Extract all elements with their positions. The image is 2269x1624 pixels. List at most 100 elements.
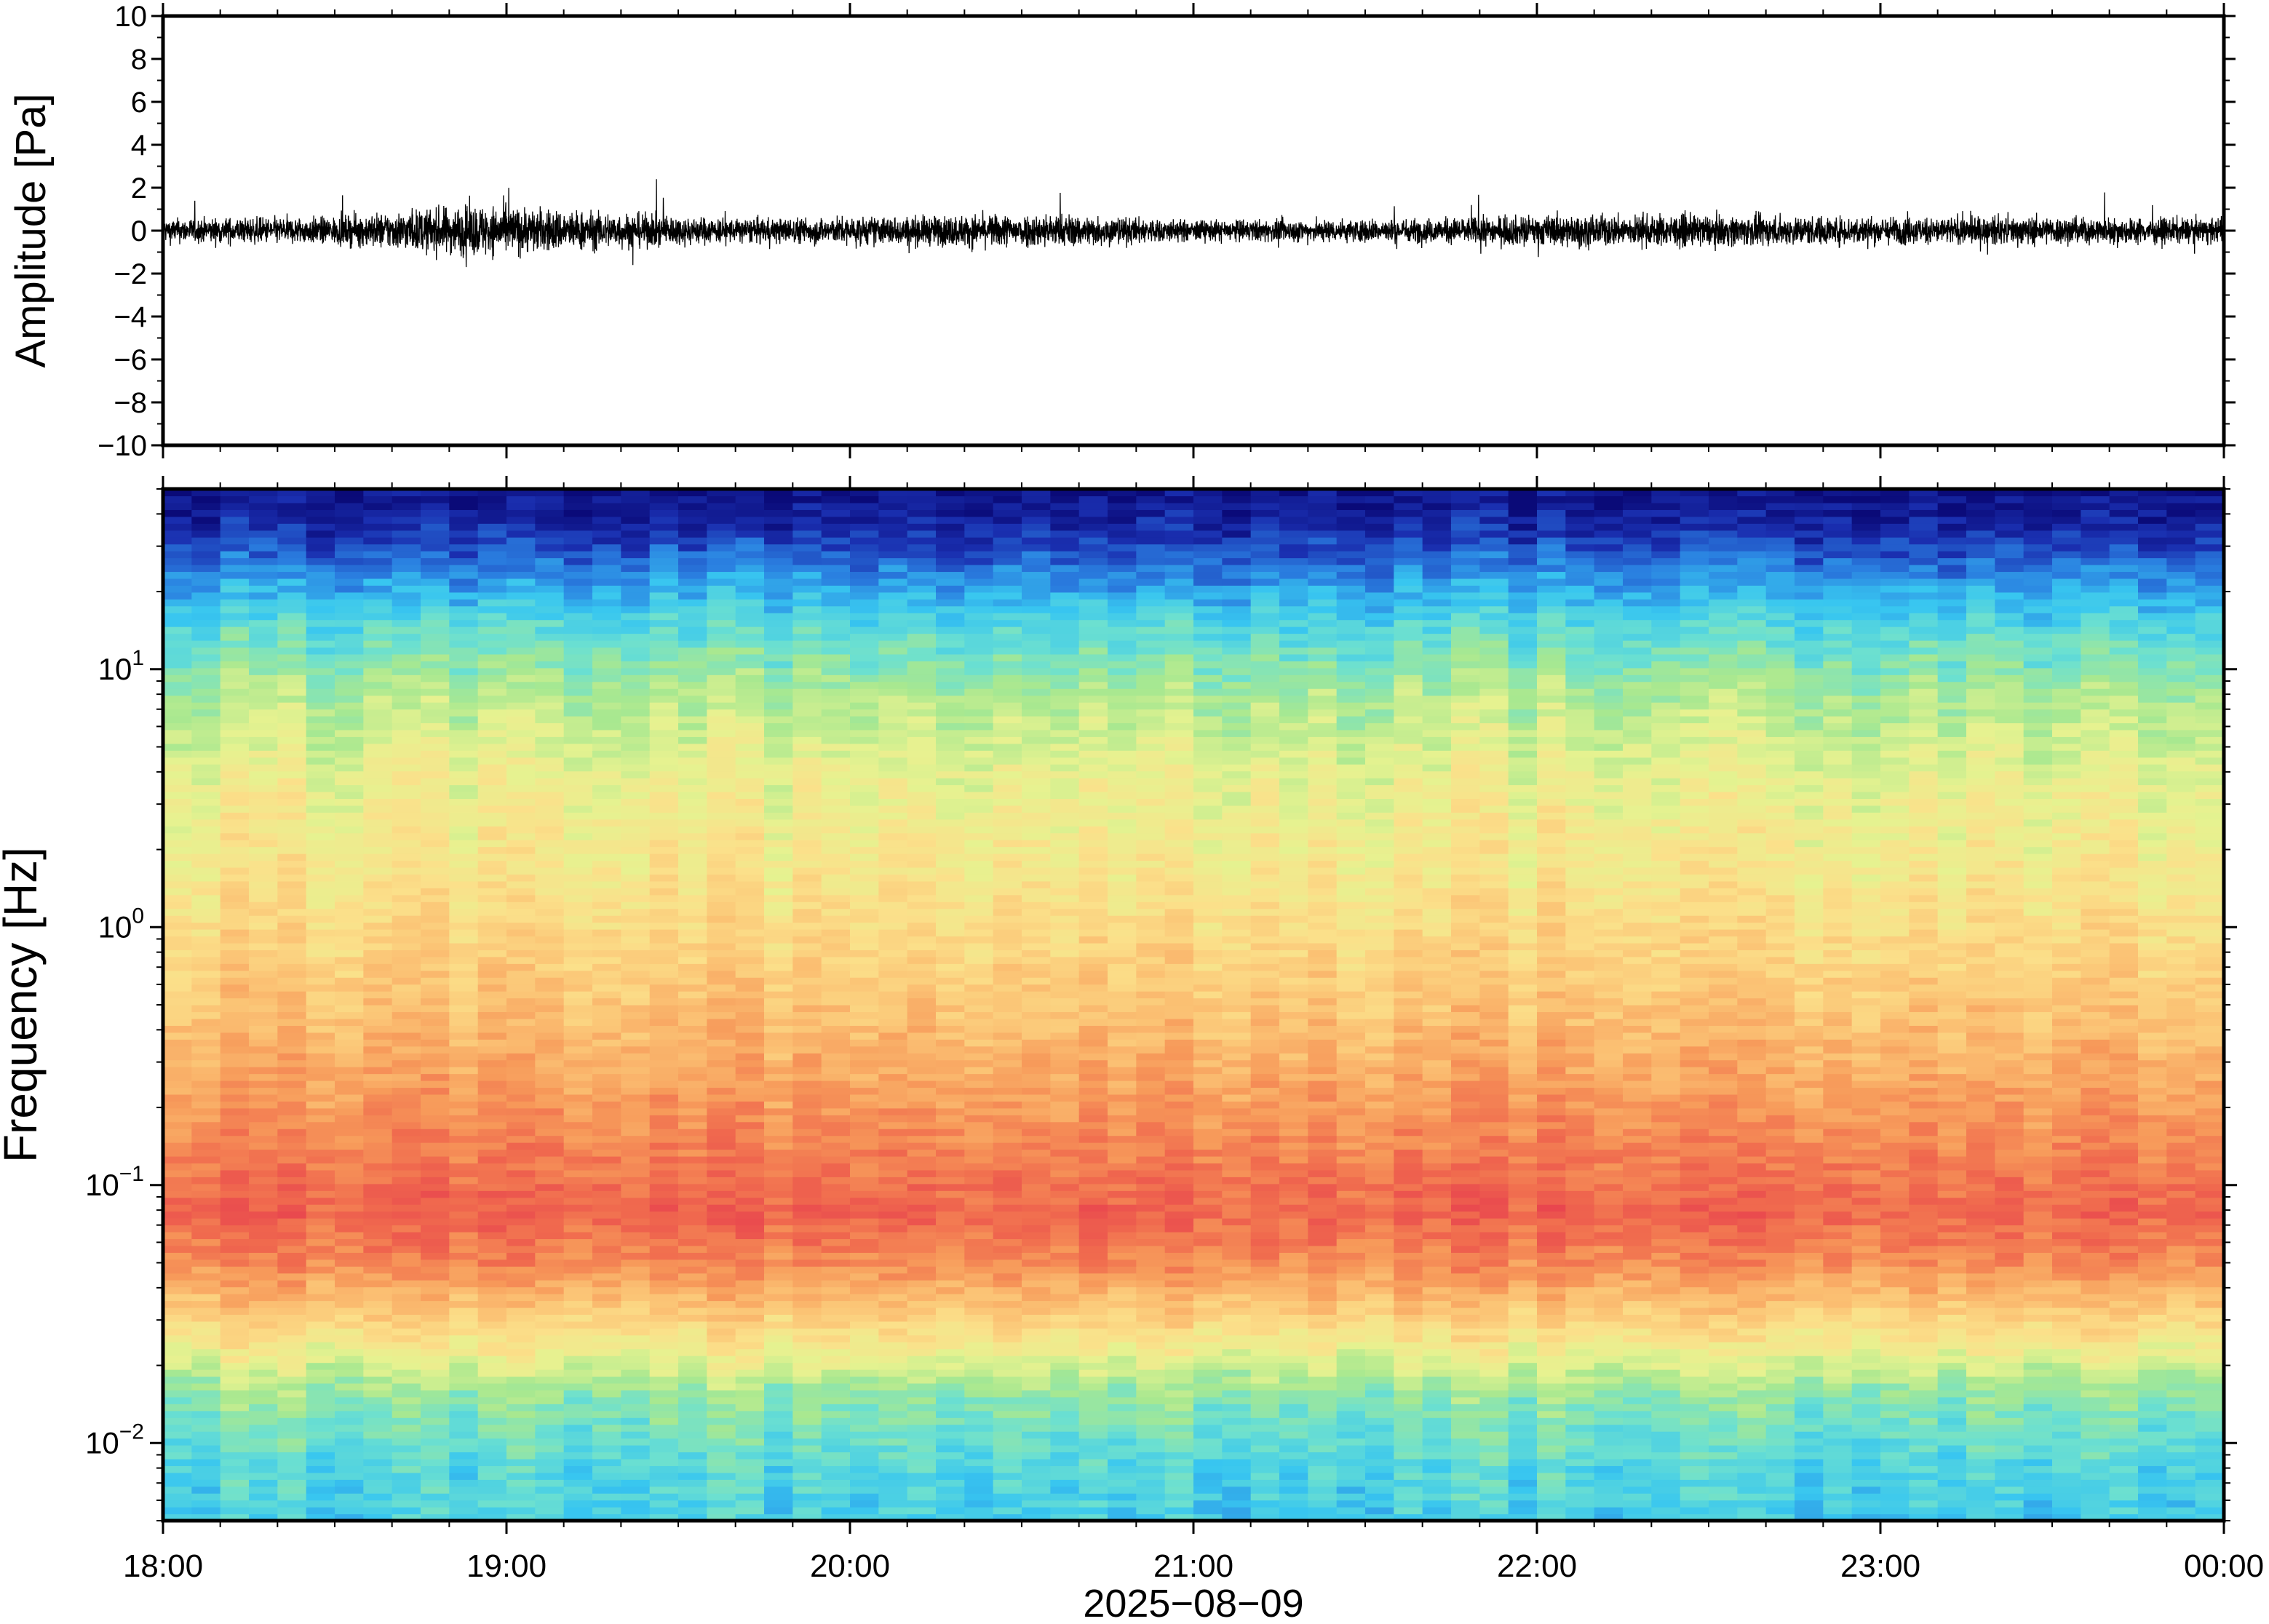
spectrogram-cell <box>1222 1396 1252 1404</box>
spectrogram-cell <box>821 1142 851 1150</box>
spectrogram-cell <box>1537 1087 1566 1095</box>
spectrogram-cell <box>1880 1087 1910 1095</box>
spectrogram-cell <box>1308 1273 1338 1281</box>
spectrogram-cell <box>335 1321 364 1329</box>
spectrogram-cell <box>1451 1356 1480 1364</box>
spectrogram-cell <box>477 1231 507 1240</box>
spectrogram-cell <box>1394 1513 1423 1521</box>
spectrogram-cell <box>1537 1438 1566 1446</box>
spectrogram-cell <box>1680 1121 1709 1129</box>
spectrogram-cell <box>1108 1053 1137 1061</box>
spectrogram-cell <box>707 1218 736 1226</box>
spectrogram-cell <box>1880 1197 1910 1205</box>
spectrogram-cell <box>821 1225 851 1233</box>
spectrogram-cell <box>449 1328 479 1336</box>
spectrogram-cell <box>1108 1334 1137 1342</box>
spectrogram-cell <box>621 1177 651 1185</box>
spectrogram-cell <box>1336 1410 1366 1418</box>
spectrogram-cell <box>1995 1486 2024 1494</box>
spectrogram-cell <box>191 1073 221 1081</box>
spectrogram-cell <box>421 1424 450 1432</box>
spectrogram-cell <box>1336 1513 1366 1521</box>
spectrogram-cell <box>649 1142 679 1150</box>
spectrogram-cell <box>1565 1059 1595 1067</box>
spectrogram-cell <box>649 1321 679 1329</box>
spectrogram-cell <box>1651 1080 1681 1088</box>
spectrogram-cell <box>1594 1073 1624 1081</box>
spectrogram-cell <box>1479 1438 1509 1446</box>
spectrogram-cell <box>707 1404 736 1412</box>
spectrogram-cell <box>1651 1177 1681 1185</box>
spectrogram-cell <box>306 1266 335 1274</box>
spectrogram-cell <box>1937 1390 1967 1398</box>
spectrogram-cell <box>707 1465 736 1473</box>
spectrogram-cell <box>449 1094 479 1102</box>
spectrogram-cell <box>220 1404 250 1412</box>
spectrogram-cell <box>621 1211 651 1219</box>
spectrogram-cell <box>1709 1342 1738 1350</box>
spectrogram-cell <box>220 1059 250 1067</box>
spectrogram-cell <box>1164 1197 1194 1205</box>
spectrogram-cell <box>850 1073 879 1081</box>
spectrogram-cell <box>764 1314 793 1322</box>
spectrogram-cell <box>2166 1142 2196 1150</box>
spectrogram-cell <box>936 1218 965 1226</box>
spectrogram-cell <box>1709 1169 1738 1177</box>
spectrogram-cell <box>363 1266 393 1274</box>
spectrogram-cell <box>1422 1218 1452 1226</box>
spectrogram-cell <box>2023 1513 2053 1521</box>
spectrogram-cell <box>1479 1204 1509 1212</box>
spectrogram-cell <box>1680 1500 1709 1508</box>
spectrogram-cell <box>1022 1513 1051 1521</box>
spectrogram-cell <box>1594 1273 1624 1281</box>
spectrogram-cell <box>1966 1190 1995 1198</box>
spectrogram-cell <box>1623 1107 1652 1115</box>
spectrogram-cell <box>1737 1231 1767 1240</box>
spectrogram-cell <box>277 1059 307 1067</box>
spectrogram-cell <box>1537 1183 1566 1191</box>
spectrogram-cell <box>1365 1155 1394 1164</box>
spectrogram-cell <box>1737 1286 1767 1294</box>
spectrogram-cell <box>1995 1404 2024 1412</box>
spectrogram-cell <box>1108 1149 1137 1157</box>
spectrogram-cell <box>1222 1328 1252 1336</box>
spectrogram-cell <box>907 1486 937 1494</box>
spectrogram-cell <box>1108 1417 1137 1425</box>
spectrogram-cell <box>678 1231 707 1240</box>
spectrogram-cell <box>1565 1486 1595 1494</box>
spectrogram-cell <box>1594 1183 1624 1191</box>
spectrogram-cell <box>563 1169 593 1177</box>
spectrogram-cell <box>1737 1376 1767 1384</box>
spectrogram-cell <box>1851 1266 1881 1274</box>
spectrogram-cell <box>993 1342 1022 1350</box>
spectrogram-cell <box>2023 1197 2053 1205</box>
spectrogram-cell <box>1737 1438 1767 1446</box>
spectrogram-cell <box>1709 1149 1738 1157</box>
spectrogram-cell <box>249 1252 278 1260</box>
spectrogram-cell <box>1164 1183 1194 1191</box>
spectrogram-cell <box>1222 1479 1252 1487</box>
spectrogram-cell <box>1308 1328 1338 1336</box>
spectrogram-cell <box>363 1107 393 1115</box>
spectrogram-cell <box>249 1266 278 1274</box>
spectrogram-cell <box>1164 1211 1194 1219</box>
spectrogram-cell <box>1164 1115 1194 1123</box>
spectrogram-cell <box>1937 1177 1967 1185</box>
spectrogram-cell <box>421 1396 450 1404</box>
spectrogram-cell <box>1308 1507 1338 1515</box>
spectrogram-cell <box>735 1169 765 1177</box>
spectrogram-cell <box>592 1479 621 1487</box>
spectrogram-cell <box>1937 1259 1967 1267</box>
spectrogram-cell <box>363 1204 393 1212</box>
spectrogram-cell <box>878 1328 908 1336</box>
spectrogram-cell <box>993 1073 1022 1081</box>
spectrogram-cell <box>306 1094 335 1102</box>
spectrogram-cell <box>477 1321 507 1329</box>
spectrogram-cell <box>163 1445 192 1453</box>
spectrogram-cell <box>2166 1107 2196 1115</box>
spectrogram-cell <box>2138 1348 2167 1356</box>
spectrogram-cell <box>1623 1404 1652 1412</box>
spectrogram-cell <box>1508 1067 1538 1075</box>
spectrogram-cell <box>363 1438 393 1446</box>
spectrogram-cell <box>1279 1314 1308 1322</box>
